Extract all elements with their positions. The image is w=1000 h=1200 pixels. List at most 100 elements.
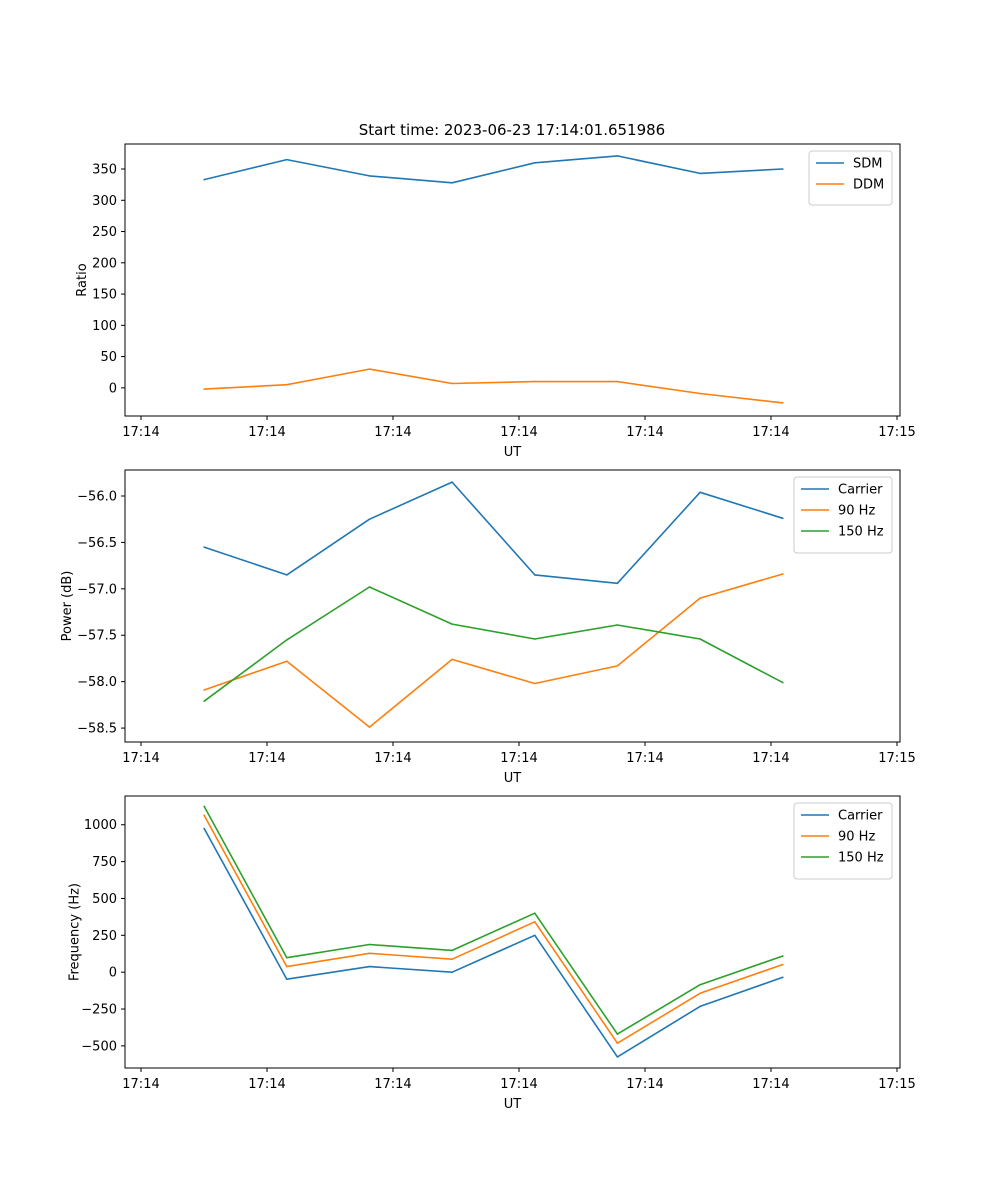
subplot-2: 17:14 17:14 17:14 17:14 17:14 17:14 17:15 UT −58… bbox=[60, 469, 916, 786]
data-point bbox=[616, 582, 619, 585]
data-point bbox=[699, 638, 701, 640]
data-point bbox=[782, 963, 784, 966]
y-axis-label: Ratio bbox=[75, 263, 90, 296]
data-point bbox=[534, 638, 536, 640]
data-point bbox=[699, 172, 701, 175]
y-tick-label: 250 bbox=[92, 929, 117, 944]
axes-frame bbox=[124, 143, 901, 417]
y-tick-label: 150 bbox=[92, 288, 117, 303]
data-point bbox=[616, 1042, 619, 1045]
x-axis-label: UT bbox=[504, 1097, 522, 1112]
x-axis-label: UT bbox=[504, 771, 522, 786]
data-point bbox=[451, 382, 453, 385]
y-axis-label: Power (dB) bbox=[60, 571, 75, 642]
x-tick-label: 17:14 bbox=[122, 751, 159, 766]
legend-label: 150 Hz bbox=[838, 525, 884, 540]
data-point bbox=[451, 949, 453, 952]
data-point bbox=[699, 1005, 701, 1008]
legend-label: 90 Hz bbox=[838, 504, 875, 519]
data-point bbox=[451, 658, 453, 661]
series-line-carrier bbox=[203, 828, 784, 1058]
data-point bbox=[203, 827, 205, 830]
x-tick-label: 17:14 bbox=[248, 1077, 285, 1092]
data-point bbox=[616, 624, 619, 626]
legend-label: Carrier bbox=[838, 483, 883, 498]
x-tick-label: 17:14 bbox=[248, 751, 285, 766]
legend-label: 90 Hz bbox=[838, 830, 875, 845]
axes-frame bbox=[124, 795, 901, 1069]
data-point bbox=[782, 955, 784, 957]
axes-frame bbox=[124, 469, 901, 743]
y-tick-label: −56.5 bbox=[77, 536, 117, 551]
data-point bbox=[203, 178, 205, 181]
y-tick-label: 50 bbox=[100, 350, 117, 365]
series-line-150-hz bbox=[203, 805, 784, 1035]
x-tick-label: 17:14 bbox=[626, 1077, 663, 1092]
x-tick-label: 17:15 bbox=[878, 751, 915, 766]
legend-label: 150 Hz bbox=[838, 851, 884, 866]
y-tick-label: 0 bbox=[109, 966, 117, 981]
data-point bbox=[451, 181, 453, 184]
data-point bbox=[699, 597, 701, 599]
x-tick-label: 17:14 bbox=[626, 425, 663, 440]
y-tick-label: 500 bbox=[92, 892, 117, 907]
x-tick-label: 17:14 bbox=[626, 751, 663, 766]
data-point bbox=[203, 388, 205, 390]
y-tick-label: 0 bbox=[109, 381, 117, 396]
series-line-sdm bbox=[203, 155, 783, 184]
data-point bbox=[368, 368, 371, 370]
data-point bbox=[203, 814, 205, 816]
y-tick-label: 250 bbox=[92, 225, 117, 240]
y-tick-label: 350 bbox=[92, 163, 117, 178]
x-tick-label: 17:15 bbox=[878, 1077, 915, 1092]
data-point bbox=[616, 1056, 619, 1058]
y-tick-label: −56.0 bbox=[77, 489, 117, 504]
data-point bbox=[699, 983, 701, 986]
data-point bbox=[782, 573, 784, 575]
data-point bbox=[368, 518, 371, 521]
data-point bbox=[203, 805, 205, 808]
data-point bbox=[616, 155, 619, 157]
x-tick-label: 17:14 bbox=[500, 425, 537, 440]
data-point bbox=[285, 574, 288, 576]
subplot-3: 17:14 17:14 17:14 17:14 17:14 17:14 17:15 UT −50… bbox=[68, 795, 916, 1112]
series-line-ddm bbox=[204, 368, 783, 404]
legend-box bbox=[808, 150, 893, 206]
data-point bbox=[699, 392, 701, 395]
data-point bbox=[368, 965, 371, 968]
x-tick-label: 17:14 bbox=[122, 1077, 159, 1092]
data-point bbox=[782, 681, 784, 684]
data-point bbox=[451, 481, 453, 483]
data-point bbox=[782, 402, 784, 404]
y-tick-label: 100 bbox=[92, 319, 117, 334]
data-point bbox=[534, 161, 536, 164]
y-tick-label: 1000 bbox=[84, 818, 117, 833]
data-point bbox=[285, 158, 288, 161]
x-tick-label: 17:14 bbox=[122, 425, 159, 440]
data-point bbox=[368, 726, 371, 728]
y-tick-label: 200 bbox=[92, 256, 117, 271]
x-tick-label: 17:15 bbox=[878, 425, 915, 440]
data-point bbox=[368, 952, 371, 955]
legend-label: Carrier bbox=[838, 809, 883, 824]
x-tick-label: 17:14 bbox=[752, 1077, 789, 1092]
data-point bbox=[203, 700, 205, 702]
data-point bbox=[534, 920, 536, 923]
x-tick-label: 17:14 bbox=[374, 751, 411, 766]
legend-box bbox=[793, 802, 893, 880]
data-point bbox=[285, 978, 288, 981]
y-tick-label: −58.5 bbox=[77, 722, 117, 737]
legend-box bbox=[793, 476, 893, 554]
data-point bbox=[451, 958, 453, 960]
data-point bbox=[285, 660, 288, 663]
x-tick-label: 17:14 bbox=[374, 1077, 411, 1092]
y-tick-label: −58.0 bbox=[77, 675, 117, 690]
legend-label: DDM bbox=[853, 178, 884, 193]
series-line-90-hz bbox=[203, 573, 784, 728]
data-point bbox=[368, 586, 371, 588]
x-tick-label: 17:14 bbox=[500, 1077, 537, 1092]
subplot-1: 17:14 17:14 17:14 17:14 17:14 17:14 17:15 UT 0 50… bbox=[75, 143, 916, 460]
x-tick-label: 17:14 bbox=[500, 751, 537, 766]
data-point bbox=[451, 623, 453, 625]
